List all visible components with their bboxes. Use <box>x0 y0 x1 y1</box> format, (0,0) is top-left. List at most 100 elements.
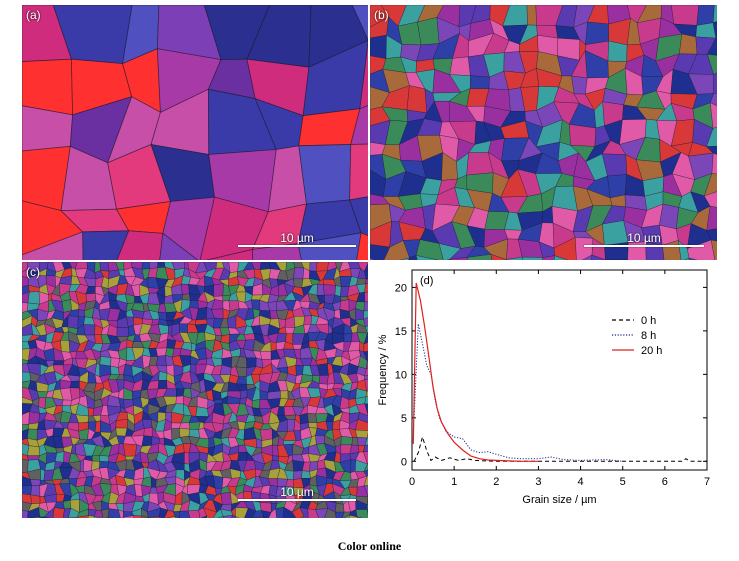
grain <box>582 254 593 260</box>
grain <box>69 380 80 389</box>
grain <box>696 5 715 26</box>
grain <box>355 419 368 431</box>
grain <box>87 515 95 518</box>
grain <box>356 403 368 416</box>
grain <box>356 516 364 518</box>
grain <box>239 389 248 399</box>
grain <box>308 5 368 68</box>
grain <box>159 507 169 518</box>
grain <box>348 514 358 518</box>
grain <box>315 435 325 445</box>
grain <box>85 293 97 303</box>
grain <box>259 390 269 400</box>
grain <box>283 506 297 518</box>
grain <box>223 515 234 518</box>
grain <box>591 254 606 260</box>
grain <box>259 262 271 271</box>
grain <box>43 506 55 518</box>
grain <box>363 351 368 361</box>
scale-bar-line-b <box>584 245 704 247</box>
grain <box>180 283 190 295</box>
grain <box>363 301 368 312</box>
grain <box>108 517 114 518</box>
grain <box>217 516 224 518</box>
grain <box>490 253 507 260</box>
grain <box>364 403 368 416</box>
grain <box>61 299 73 313</box>
grain <box>27 291 40 305</box>
grain <box>43 516 51 518</box>
grain <box>147 516 160 518</box>
grain <box>179 323 189 334</box>
grain <box>364 283 368 293</box>
panel-label-b: (b) <box>374 8 389 22</box>
grain <box>157 262 166 268</box>
grain <box>123 515 135 518</box>
x-tick-label: 6 <box>662 476 668 488</box>
grain <box>141 419 153 429</box>
grain <box>28 411 40 425</box>
grain <box>202 507 218 518</box>
grain <box>406 85 428 114</box>
grain <box>408 255 418 260</box>
grain <box>506 256 523 260</box>
grain <box>299 507 309 518</box>
y-tick-label: 15 <box>395 326 407 338</box>
grain <box>259 350 272 360</box>
grain <box>315 508 329 518</box>
grain <box>30 485 41 497</box>
y-axis-label: Frequency / % <box>377 334 389 405</box>
grain <box>318 375 329 385</box>
grain <box>39 516 45 518</box>
grain <box>364 270 368 280</box>
x-tick-label: 5 <box>620 476 626 488</box>
grain <box>166 516 176 518</box>
grain <box>706 228 717 242</box>
grain <box>206 515 210 518</box>
grain <box>571 75 588 95</box>
grain <box>262 515 266 518</box>
grain <box>108 508 121 518</box>
grain <box>340 436 353 446</box>
grain <box>356 232 368 260</box>
grain <box>707 53 717 75</box>
grain <box>220 491 232 505</box>
grain <box>350 105 368 145</box>
grain <box>141 515 149 518</box>
grain <box>187 509 200 518</box>
grain <box>326 477 334 485</box>
grain <box>76 515 89 518</box>
grain <box>466 254 492 260</box>
grain <box>306 412 318 424</box>
scale-bar-line-c <box>238 499 356 501</box>
grain <box>141 435 153 447</box>
grain <box>298 144 352 205</box>
legend-label: 0 h <box>641 315 656 327</box>
grain <box>252 516 265 518</box>
scale-bar-c: 10 µm <box>238 485 356 502</box>
grain <box>363 469 368 477</box>
grain <box>301 470 311 479</box>
grain <box>363 485 368 497</box>
grain <box>363 262 368 272</box>
grain <box>105 516 109 518</box>
grain <box>370 34 387 60</box>
grain <box>280 390 289 400</box>
grain <box>78 309 86 318</box>
grain <box>156 355 167 367</box>
grain <box>364 437 368 446</box>
grain <box>366 432 368 439</box>
grain <box>363 463 368 473</box>
ebsd-map-c: (c) 10 µm <box>22 262 368 518</box>
chart-svg: 0 1 2 3 4 5 6 7 0 5 10 15 20 Grain size / µm Frequency… <box>377 269 710 506</box>
grain <box>323 283 337 296</box>
grain <box>703 191 717 208</box>
grain <box>415 255 440 260</box>
grain <box>159 516 163 518</box>
grain <box>363 451 368 465</box>
grain <box>686 239 716 260</box>
grain <box>351 5 368 41</box>
grain <box>400 257 411 260</box>
grain <box>542 255 555 260</box>
grain <box>363 444 368 453</box>
